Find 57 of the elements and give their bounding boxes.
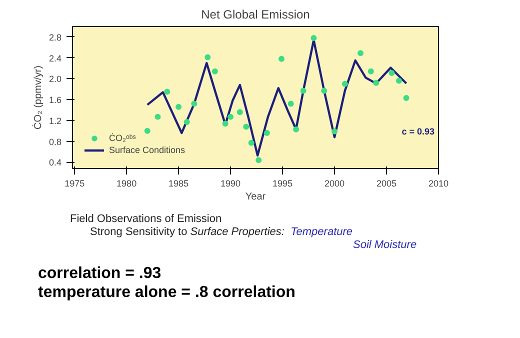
x-tick-label: 1975 <box>64 178 85 188</box>
point <box>228 114 234 120</box>
point <box>243 124 250 130</box>
y-tick-label: 0.4 <box>48 158 62 168</box>
point <box>154 114 161 120</box>
x-tick-label: 1995 <box>272 178 293 188</box>
point <box>184 119 190 126</box>
text: Strong Sensitivity to <box>90 226 188 238</box>
text: temperature alone = .8 correlation <box>38 284 296 301</box>
point <box>204 54 211 60</box>
point <box>321 88 328 94</box>
point <box>236 109 243 116</box>
x-tick-label: 1980 <box>116 178 137 188</box>
point <box>358 50 364 56</box>
text: Temperature <box>290 226 353 238</box>
point <box>288 100 294 107</box>
point <box>212 68 218 74</box>
point <box>278 56 284 62</box>
point <box>191 100 198 107</box>
x-axis-title: Year <box>245 192 266 202</box>
point <box>176 104 182 110</box>
point <box>342 80 348 87</box>
point <box>144 128 150 134</box>
point <box>332 128 338 134</box>
annotation: c = 0.93 <box>402 126 434 136</box>
chart-title: Net Global Emission <box>201 8 310 22</box>
point <box>222 120 228 127</box>
point <box>368 68 374 74</box>
legend-label: ĊO₂ᵒᵇˢ <box>109 132 136 144</box>
x-tick-label: 1985 <box>168 178 189 188</box>
point <box>293 126 300 132</box>
x-tick-label: 2010 <box>428 178 449 188</box>
point <box>164 88 170 95</box>
text: Field Observations of Emission <box>69 213 223 226</box>
point <box>310 34 317 41</box>
point <box>256 157 262 164</box>
point <box>396 78 402 84</box>
y-tick-label: 0.8 <box>48 136 62 147</box>
point <box>264 130 270 136</box>
text: Surface Properties: <box>190 226 284 238</box>
y-tick-label: 1.6 <box>48 95 62 106</box>
point <box>300 88 306 94</box>
y-tick-label: 2.8 <box>48 32 62 42</box>
text: Soil Moisture <box>353 239 417 251</box>
point <box>248 140 254 146</box>
x-tick-label: 2000 <box>324 178 345 188</box>
y-axis-title: ĊO₂ (ppmv/yr) <box>32 66 44 130</box>
y-tick-label: 2.0 <box>48 74 62 84</box>
legend-label: Surface Conditions <box>109 144 186 156</box>
x-tick-label: 2005 <box>376 178 397 188</box>
point <box>388 70 395 76</box>
point <box>373 80 380 86</box>
y-tick-label: 2.4 <box>48 53 62 64</box>
y-tick-label: 1.2 <box>48 116 62 126</box>
x-tick-label: 1990 <box>220 178 241 188</box>
point <box>403 95 410 102</box>
text: correlation = .93 <box>38 265 162 282</box>
